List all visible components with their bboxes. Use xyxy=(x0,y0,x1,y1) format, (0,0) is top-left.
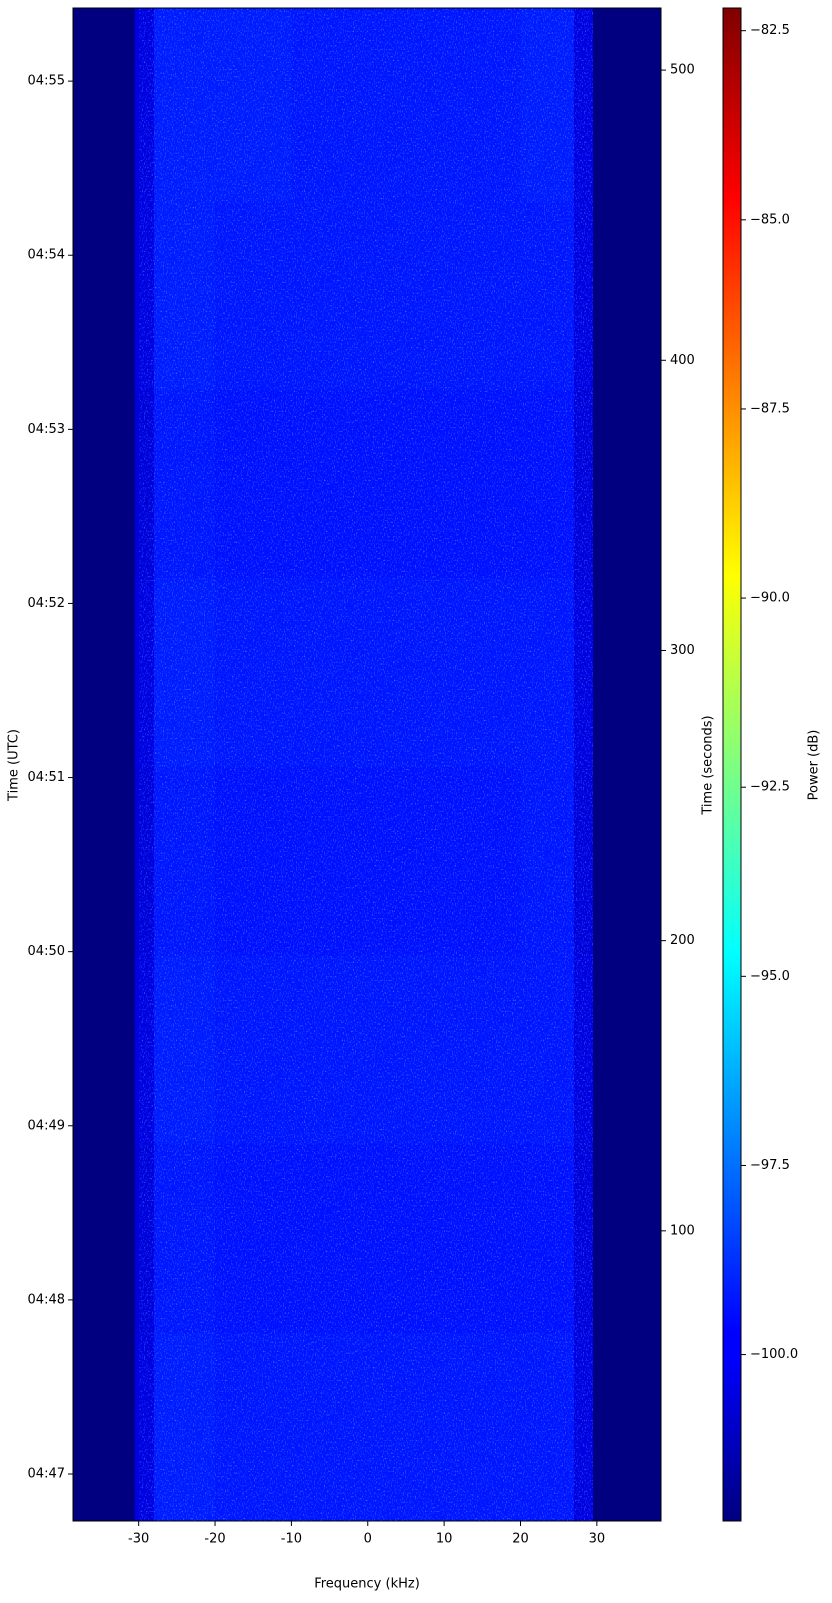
noise-texture xyxy=(139,8,593,1521)
x-tick-label: 10 xyxy=(436,1532,453,1547)
heatmap-cell xyxy=(593,8,661,202)
colorbar-label: Power (dB) xyxy=(807,730,822,801)
colorbar-tick-label: −82.5 xyxy=(750,23,790,38)
heatmap-cell xyxy=(593,955,661,1145)
y-tick-label: 04:54 xyxy=(28,248,65,263)
y-tick-label: 04:53 xyxy=(28,422,65,437)
y2-tick-label: 400 xyxy=(670,353,695,368)
colorbar-tick-label: −90.0 xyxy=(750,591,790,606)
colorbar-tick-label: −100.0 xyxy=(750,1347,798,1362)
y-tick-label: 04:48 xyxy=(28,1292,65,1307)
x-tick-label: 30 xyxy=(589,1532,606,1547)
y-tick-label: 04:51 xyxy=(28,770,65,785)
y-tick-label: 04:55 xyxy=(28,74,65,89)
heatmap-cell xyxy=(73,1332,136,1521)
heatmap-cell xyxy=(73,766,136,956)
heatmap-cell xyxy=(73,200,136,390)
plot-frame xyxy=(72,7,662,1522)
y2-tick-label: 100 xyxy=(670,1223,695,1238)
x-tick-label: -30 xyxy=(128,1532,149,1547)
y2-tick-label: 200 xyxy=(670,933,695,948)
colorbar-tick-label: −95.0 xyxy=(750,969,790,984)
y2-tick-label: 500 xyxy=(670,63,695,78)
heatmap-cell xyxy=(593,1332,661,1521)
heatmap-cell xyxy=(73,8,136,202)
colorbar-tick-label: −87.5 xyxy=(750,401,790,416)
heatmap-cell xyxy=(73,955,136,1145)
heatmap-cell xyxy=(73,1143,136,1333)
heatmap-cell xyxy=(593,1143,661,1333)
heatmap-cell xyxy=(593,389,661,579)
x-axis-label: Frequency (kHz) xyxy=(314,1577,420,1592)
colorbar-tick-label: −92.5 xyxy=(750,780,790,795)
heatmap-cell xyxy=(73,577,136,768)
heatmap-cell xyxy=(73,389,136,579)
x-tick-label: 20 xyxy=(512,1532,529,1547)
heatmap-cell xyxy=(593,766,661,956)
colorbar-tick-label: −85.0 xyxy=(750,212,790,227)
colorbar-tick-label: −97.5 xyxy=(750,1158,790,1173)
y-tick-label: 04:47 xyxy=(28,1466,65,1481)
y2-tick-label: 300 xyxy=(670,643,695,658)
y-tick-label: 04:49 xyxy=(28,1118,65,1133)
y-tick-label: 04:52 xyxy=(28,596,65,611)
colorbar xyxy=(722,7,742,1522)
y2-axis-label: Time (seconds) xyxy=(701,715,716,815)
y-tick-label: 04:50 xyxy=(28,944,65,959)
x-tick-label: -10 xyxy=(281,1532,302,1547)
heatmap-cell xyxy=(593,200,661,390)
x-tick-label: -20 xyxy=(204,1532,225,1547)
x-tick-label: 0 xyxy=(364,1532,372,1547)
heatmap-cell xyxy=(593,577,661,768)
y-axis-label: Time (UTC) xyxy=(7,729,22,802)
